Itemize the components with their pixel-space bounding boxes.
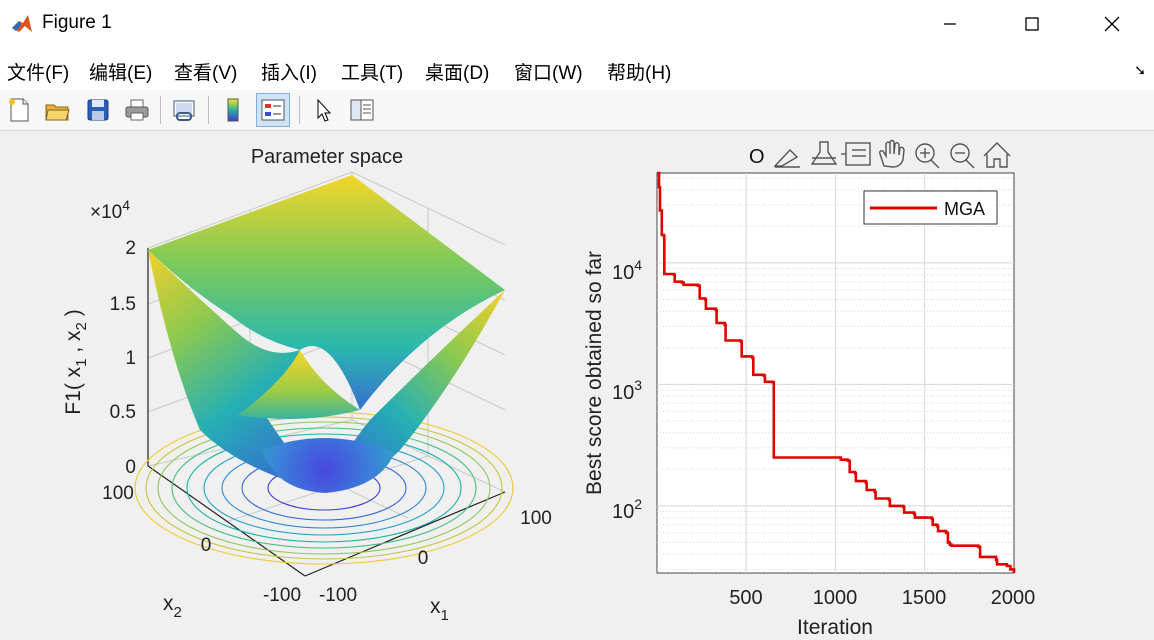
surface-floor-axes — [147, 248, 506, 577]
svg-text:0: 0 — [418, 548, 429, 569]
y-tick-label: 102 — [612, 496, 642, 523]
menu-desktop[interactable]: 桌面(D) — [425, 63, 490, 84]
svg-text:2: 2 — [125, 238, 136, 259]
print-button[interactable] — [120, 93, 154, 127]
gridlines — [657, 173, 1014, 573]
x-axis-label: Iteration — [797, 616, 873, 639]
menu-help[interactable]: 帮助(H) — [607, 63, 672, 84]
figure-canvas: Parameter space ×104 — [62, 139, 1035, 639]
window-title: Figure 1 — [42, 12, 112, 33]
new-figure-button[interactable] — [2, 93, 36, 127]
print-icon — [125, 99, 149, 121]
menu-file[interactable]: 文件(F) — [7, 63, 70, 84]
svg-text:0.5: 0.5 — [110, 402, 136, 423]
data-tip-icon[interactable] — [810, 141, 838, 165]
open-file-icon — [45, 104, 70, 121]
menu-edit[interactable]: 编辑(E) — [89, 63, 153, 84]
axes-toolbar-partial-label: O — [749, 146, 765, 168]
svg-text:100: 100 — [102, 483, 134, 504]
menu-window[interactable]: 窗口(W) — [514, 63, 583, 84]
svg-text:0: 0 — [125, 457, 136, 478]
surface-bowl-bottom — [262, 437, 395, 493]
svg-text:1.5: 1.5 — [110, 294, 136, 315]
minimize-button[interactable] — [922, 0, 978, 48]
x2-label: x2 — [163, 592, 182, 621]
colorbar-button[interactable] — [216, 93, 250, 127]
maximize-icon — [1025, 17, 1039, 31]
surface-right-sheet — [325, 290, 505, 492]
x-tick-label: 2000 — [991, 587, 1036, 609]
z-ticks: 2 1.5 1 0.5 0 — [110, 238, 136, 478]
edit-plot-button[interactable] — [306, 93, 340, 127]
zoom-out-icon[interactable] — [950, 143, 975, 169]
save-icon — [87, 99, 109, 121]
x-tick-label: 1500 — [902, 587, 947, 609]
link-plot-icon — [173, 100, 195, 121]
svg-text:-100: -100 — [263, 585, 301, 606]
x1-ticks: -100 0 100 — [319, 508, 552, 606]
x-tick-label: 1000 — [813, 587, 858, 609]
surface-back — [148, 175, 505, 410]
edit-plot-pointer-icon — [317, 98, 332, 122]
pan-hand-icon[interactable] — [879, 139, 905, 168]
svg-text:1: 1 — [125, 348, 136, 369]
y-axis-label: Best score obtained so far — [583, 251, 606, 495]
z-multiplier: ×104 — [90, 197, 130, 223]
z-label: F1( x1 , x2 ) — [62, 309, 90, 414]
legend-toggle-icon[interactable] — [841, 142, 871, 166]
menu-tools[interactable]: 工具(T) — [341, 63, 404, 84]
save-button[interactable] — [81, 93, 115, 127]
minimize-icon — [944, 23, 956, 25]
convergence-axes[interactable]: MGA 500 1000 1500 2000 102 103 104 Itera… — [583, 171, 1035, 639]
zoom-in-icon[interactable] — [915, 143, 940, 169]
surface-front-peak — [238, 350, 360, 419]
x1-label: x1 — [430, 595, 449, 624]
legend[interactable]: MGA — [863, 190, 998, 225]
mga-series-line[interactable] — [657, 171, 1016, 573]
legend-label: MGA — [944, 199, 985, 219]
close-button[interactable] — [1084, 0, 1140, 48]
svg-text:-100: -100 — [319, 585, 357, 606]
y-tick-label: 104 — [612, 257, 642, 284]
title-bar: Figure 1 — [0, 0, 1154, 48]
brush-icon[interactable] — [773, 148, 800, 168]
dock-arrow-icon[interactable]: ➘ — [1134, 62, 1146, 78]
surface-axes[interactable]: Parameter space ×104 — [62, 146, 552, 624]
curve-layer — [657, 171, 1016, 573]
y-ticks: 102 103 104 — [612, 257, 642, 523]
property-inspector-button[interactable] — [345, 93, 379, 127]
home-restore-icon[interactable] — [983, 142, 1011, 168]
x2-ticks: 100 0 -100 — [102, 483, 301, 606]
svg-text:100: 100 — [520, 508, 552, 529]
x-ticks: 500 1000 1500 2000 — [729, 587, 1035, 609]
maximize-button[interactable] — [1004, 0, 1060, 48]
menu-view[interactable]: 查看(V) — [174, 63, 238, 84]
y-tick-label: 103 — [612, 377, 642, 404]
menu-bar: 文件(F) 编辑(E) 查看(V) 插入(I) 工具(T) 桌面(D) 窗口(W… — [0, 48, 1154, 90]
surface-left-sheet — [148, 250, 325, 492]
figure-toolbar — [0, 90, 1154, 131]
surface-title: Parameter space — [251, 146, 403, 168]
svg-text:0: 0 — [201, 535, 212, 556]
legend-button[interactable] — [256, 93, 290, 127]
menu-insert[interactable]: 插入(I) — [261, 63, 317, 84]
new-figure-icon — [9, 98, 29, 122]
legend-icon — [261, 99, 285, 121]
axes-toolbar: O — [749, 139, 1011, 169]
open-file-button[interactable] — [40, 93, 74, 127]
property-inspector-icon — [350, 99, 374, 121]
colorbar-icon — [227, 98, 239, 122]
link-plot-button[interactable] — [167, 93, 201, 127]
close-icon — [1104, 16, 1120, 32]
matlab-icon — [10, 12, 34, 36]
x-tick-label: 500 — [729, 587, 762, 609]
